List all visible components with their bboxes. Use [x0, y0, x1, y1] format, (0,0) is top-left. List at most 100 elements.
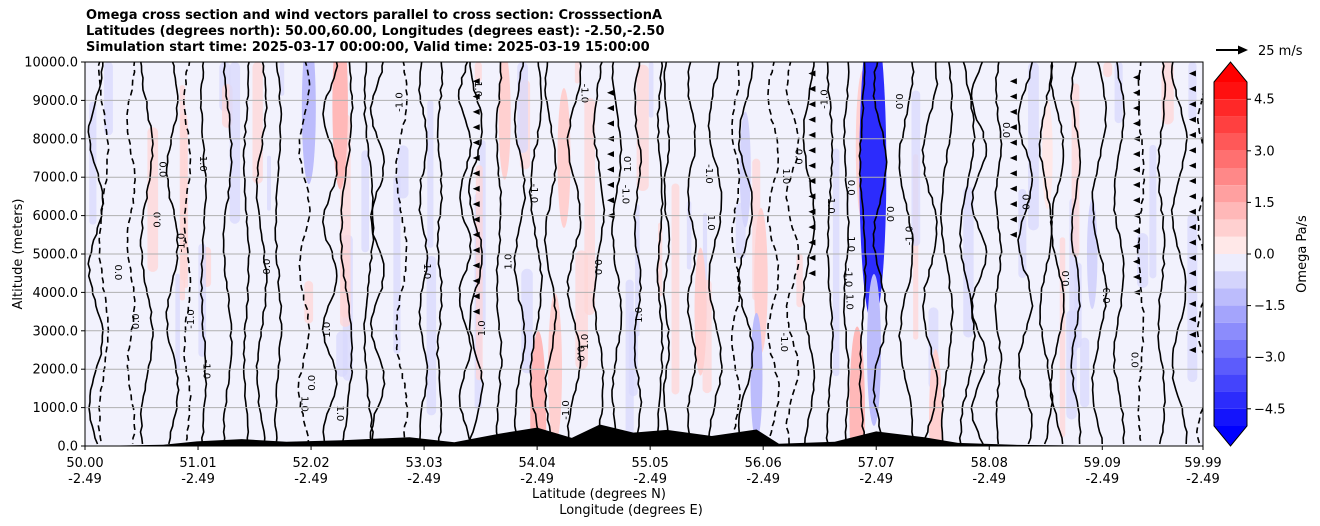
y-tick-label: 4000.0: [33, 286, 79, 301]
contour-line: [199, 62, 208, 445]
x-tick-label-lat: 58.08: [971, 456, 1008, 471]
contour-line: [939, 62, 954, 445]
contour-line: [242, 62, 251, 445]
omega-band: [229, 62, 241, 224]
contour-line: [686, 62, 698, 445]
wind-vector: [1009, 139, 1017, 146]
contour-label: 1.0: [845, 236, 856, 252]
colorbar: 4.5 3.0 1.5 0.0 −1.5 −3.0 −4.5: [1213, 61, 1286, 447]
contour-label: 0.0: [307, 375, 318, 391]
omega-band: [584, 98, 595, 316]
omega-band: [1114, 62, 1123, 124]
contour-line: [1091, 62, 1108, 445]
omega-band: [796, 253, 803, 308]
colorbar-extend-low: [1214, 426, 1247, 446]
contour-label: -1.0: [819, 89, 830, 109]
wind-vector: [606, 120, 614, 127]
x-tick-label-lat: 54.04: [519, 456, 556, 471]
y-tick-label: 9000.0: [33, 94, 79, 109]
omega-anomaly: [530, 331, 547, 446]
contour-label: 0.0: [575, 346, 586, 362]
contour-label: 1.0: [322, 322, 333, 338]
contour-line: [543, 62, 558, 445]
omega-band: [1161, 62, 1174, 125]
contour-label: 0.0: [1000, 122, 1011, 138]
wind-vector: [472, 247, 480, 254]
contour-label: 0.0: [262, 259, 273, 275]
omega-band: [1080, 337, 1090, 408]
colorbar-tick-label: −1.5: [1254, 299, 1286, 314]
colorbar-segment: [1214, 236, 1247, 254]
contour-label: 0.0: [112, 264, 123, 280]
contour-line: [921, 62, 939, 445]
contour-line: [87, 62, 104, 445]
contour-label: 0.0: [153, 212, 164, 228]
omega-band: [474, 62, 482, 82]
omega-band: [1187, 213, 1198, 383]
y-tick-label: 2000.0: [33, 363, 79, 378]
wind-vector: [1132, 89, 1140, 96]
colorbar-segment: [1214, 219, 1247, 237]
x-tick-label-lon: -2.49: [972, 472, 1006, 487]
wind-vector: [1188, 254, 1196, 261]
wind-vector: [808, 70, 816, 77]
contour-line: [255, 62, 268, 445]
colorbar-extend-high: [1214, 62, 1247, 82]
wind-vector: [1009, 170, 1017, 177]
omega-band: [1149, 144, 1157, 279]
contour-line: [707, 62, 723, 445]
contour-label: 1.0: [197, 156, 208, 172]
contour-line: [842, 62, 850, 445]
contour-line: [730, 62, 741, 445]
y-tick-label: 5000.0: [33, 248, 79, 263]
contour-label: 1.0: [472, 81, 483, 97]
chart-title-line-3: Simulation start time: 2025-03-17 00:00:…: [86, 40, 650, 55]
omega-band: [475, 165, 483, 381]
wind-vector: [1132, 181, 1140, 188]
omega-band: [267, 155, 272, 211]
contour-label: 0.0: [1128, 352, 1139, 368]
colorbar-segment: [1214, 305, 1247, 323]
contour-line: [139, 62, 154, 445]
omega-anomaly: [694, 247, 707, 376]
contour-line: [633, 62, 643, 445]
y-tick-label: 0.0: [57, 440, 78, 455]
contour-line: [766, 62, 780, 445]
omega-anomaly: [557, 88, 571, 228]
wind-vector: [1132, 120, 1140, 127]
omega-band: [574, 62, 580, 84]
wind-vector: [472, 155, 480, 161]
contour-line: [418, 62, 429, 445]
x-tick-label-lon: -2.49: [1186, 472, 1220, 487]
contour-line: [222, 62, 233, 445]
y-tick-label: 6000.0: [33, 209, 79, 224]
wind-vector: [1009, 108, 1017, 115]
omega-band: [517, 62, 528, 153]
contour-line: [1112, 62, 1126, 445]
contour-label: 0.0: [1021, 194, 1032, 210]
wind-vector: [808, 131, 816, 138]
omega-band: [279, 62, 285, 96]
contour-label: 1.0: [477, 320, 488, 336]
y-tick-label: 8000.0: [33, 132, 79, 147]
wind-vector: [1009, 93, 1017, 100]
wind-vector: [606, 89, 614, 96]
omega-anomaly: [866, 274, 881, 426]
wind-vector: [1188, 116, 1196, 123]
colorbar-label: Omega Pa/s: [1295, 215, 1310, 293]
wind-vector: [606, 166, 614, 173]
omega-band: [427, 100, 434, 248]
wind-vector: [808, 254, 816, 261]
contour-label: -1.0: [528, 184, 539, 204]
contour-label: 0.0: [884, 206, 895, 222]
contour-line: [858, 62, 867, 445]
omega-band: [304, 280, 314, 324]
wind-vector: [1009, 231, 1017, 238]
contour-label: 1.0: [780, 168, 791, 184]
wind-vector: [808, 85, 816, 92]
x-tick-label-lon: -2.49: [746, 472, 780, 487]
colorbar-segment: [1214, 168, 1247, 186]
colorbar-segment: [1214, 374, 1247, 392]
wind-vector: [1132, 274, 1140, 281]
